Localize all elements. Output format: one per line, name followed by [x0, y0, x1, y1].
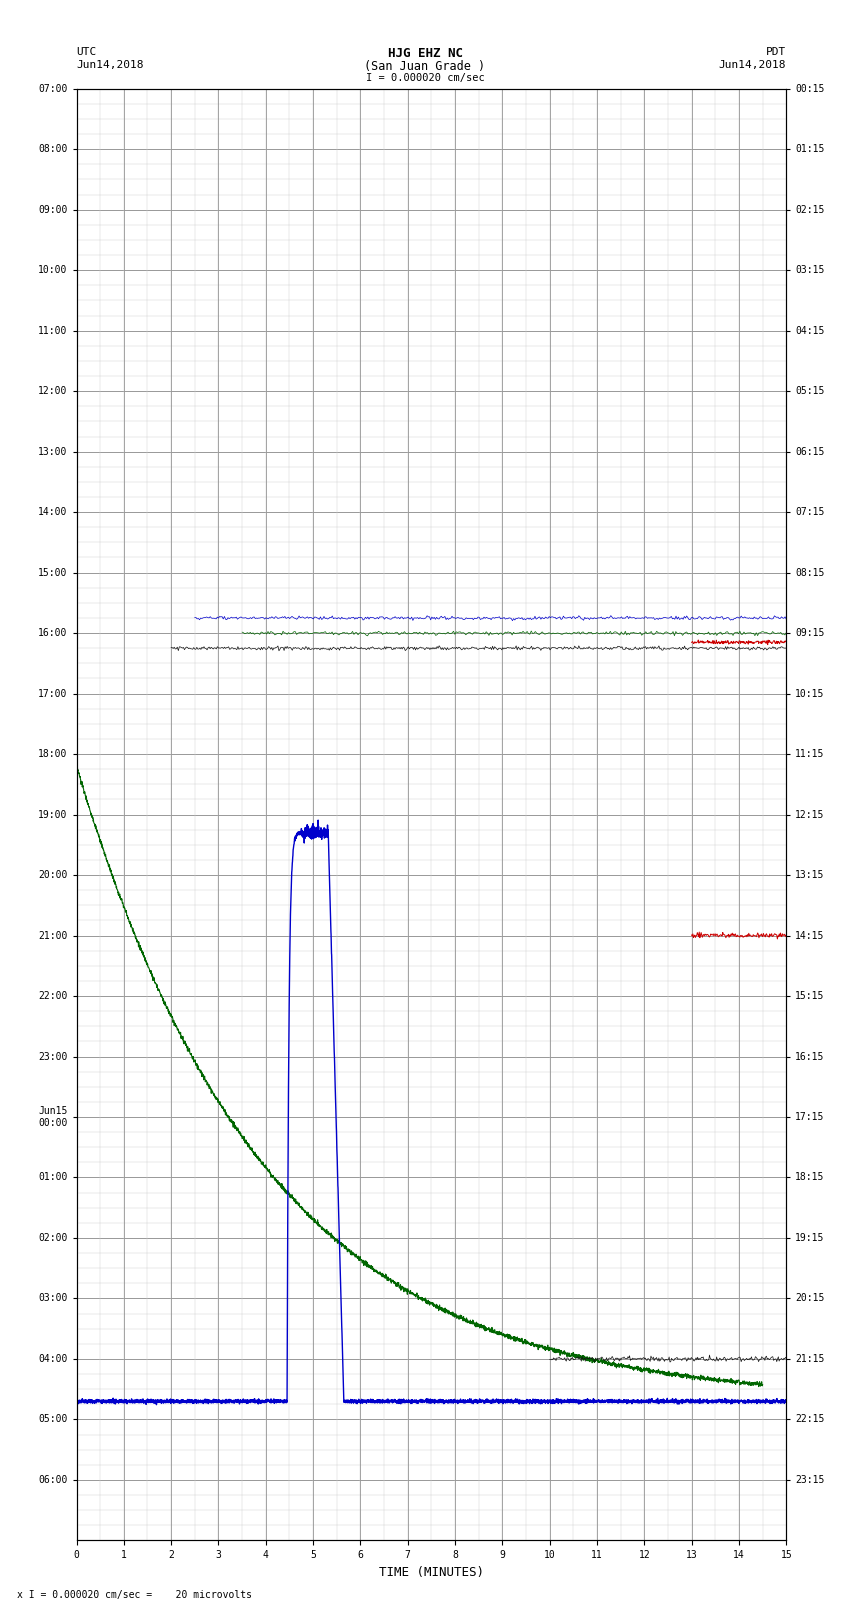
- Text: UTC: UTC: [76, 47, 97, 56]
- Text: (San Juan Grade ): (San Juan Grade ): [365, 60, 485, 73]
- Text: PDT: PDT: [766, 47, 786, 56]
- Text: I = 0.000020 cm/sec: I = 0.000020 cm/sec: [366, 73, 484, 82]
- Text: Jun14,2018: Jun14,2018: [76, 60, 144, 69]
- X-axis label: TIME (MINUTES): TIME (MINUTES): [379, 1566, 484, 1579]
- Text: x I = 0.000020 cm/sec =    20 microvolts: x I = 0.000020 cm/sec = 20 microvolts: [17, 1590, 252, 1600]
- Text: Jun14,2018: Jun14,2018: [719, 60, 786, 69]
- Text: HJG EHZ NC: HJG EHZ NC: [388, 47, 462, 60]
